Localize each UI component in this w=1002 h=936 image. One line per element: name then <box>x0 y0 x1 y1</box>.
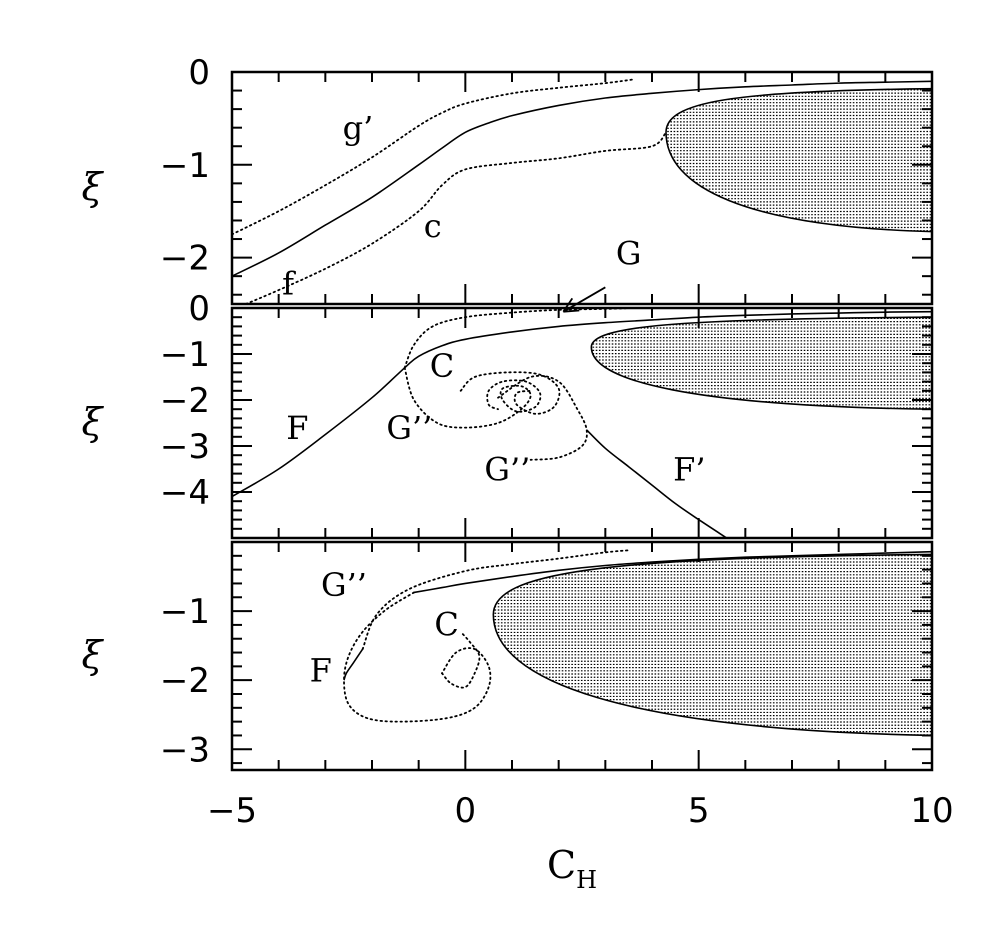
y-tick-label: −3 <box>160 427 210 467</box>
y-tick-label: −4 <box>160 473 210 513</box>
y-axis-title: ξ <box>82 400 105 444</box>
y-tick-label: −1 <box>160 146 210 186</box>
panel-bottom: −1 −2 −3 ξ G’’ C F <box>82 540 934 772</box>
series-group <box>232 308 932 538</box>
curve-label: F <box>310 652 332 690</box>
shaded-region <box>665 87 932 233</box>
panel-top: 0 −1 −2 ξ g’ f c <box>82 53 934 306</box>
y-axis-title: ξ <box>82 165 105 209</box>
curve-label: G’’ <box>484 451 530 489</box>
series-G-curve <box>497 374 588 461</box>
x-axis-title-main: C <box>547 843 576 887</box>
y-tick-label: 0 <box>188 53 210 93</box>
series-F-curve <box>586 429 728 538</box>
curve-label: c <box>424 207 442 245</box>
panels: 0 −1 −2 ξ g’ f c 0 −1 −2 −3 −4 ξ G C G’’ F G’’ F’ −1 −2 −3 ξ G’… <box>82 53 934 772</box>
shaded-region <box>590 316 932 411</box>
series-group <box>232 78 932 304</box>
series-f-curve <box>232 80 932 277</box>
series-upper-curve <box>413 550 932 594</box>
series-G-curve <box>343 591 492 723</box>
series-F-curve <box>343 648 364 681</box>
arrow <box>562 286 606 313</box>
curve-label: C <box>430 347 454 385</box>
curve-label: G <box>616 234 642 272</box>
panel-middle: 0 −1 −2 −3 −4 ξ G C G’’ F G’’ F’ <box>82 234 934 540</box>
series-c-curve <box>245 131 667 304</box>
plot-frame <box>230 540 934 772</box>
shaded-boundary <box>590 316 932 411</box>
y-tick-label: −2 <box>160 661 210 701</box>
x-tick-label: 0 <box>455 791 477 831</box>
curve-label: C <box>434 605 458 643</box>
series-g-curve <box>232 78 635 236</box>
series-C-curve <box>459 371 561 415</box>
plot-frame <box>230 70 934 306</box>
x-tick-label: 5 <box>688 791 710 831</box>
x-tick-label: 10 <box>910 791 953 831</box>
series-dottedupper-curve <box>361 549 630 650</box>
y-tick-label: −2 <box>160 239 210 279</box>
y-tick-label: 0 <box>188 289 210 329</box>
series-C-curve <box>441 630 481 689</box>
x-axis-labels: −5 0 5 10 <box>207 791 954 831</box>
shaded-boundary <box>492 553 932 737</box>
series-G-curve <box>403 366 542 429</box>
x-axis-title: CH <box>547 843 597 894</box>
y-tick-label: −1 <box>160 335 210 375</box>
x-axis-title-subscript: H <box>576 866 597 894</box>
series-F-curve <box>232 310 932 498</box>
y-tick-label: −1 <box>160 592 210 632</box>
curve-label: g’ <box>343 109 374 147</box>
series-group <box>343 549 932 723</box>
shaded-region <box>492 553 932 737</box>
curve-label: G’’ <box>386 409 432 447</box>
x-tick-label: −5 <box>207 791 257 831</box>
curve-label: f <box>282 265 296 303</box>
y-tick-label: −2 <box>160 381 210 421</box>
shaded-boundary <box>665 87 932 233</box>
curve-label: G’’ <box>321 566 367 604</box>
curve-label: F’ <box>673 451 705 489</box>
plot-frame <box>230 306 934 540</box>
y-tick-label: −3 <box>160 730 210 770</box>
y-axis-title: ξ <box>82 633 105 677</box>
curve-label: F <box>286 409 308 447</box>
